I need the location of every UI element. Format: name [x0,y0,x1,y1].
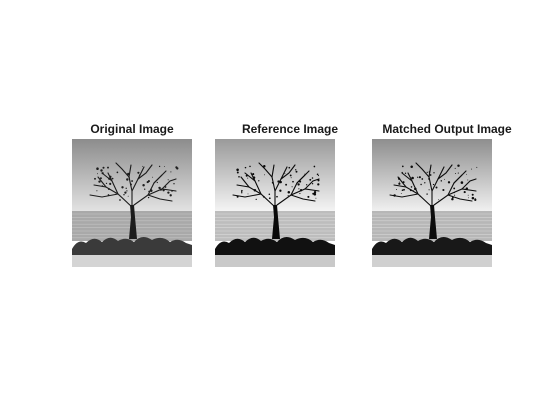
reference-image [215,139,335,267]
tree-trunk [272,205,280,239]
tree-trunk [129,205,137,239]
shrubs [215,236,335,255]
original-image-title: Original Image [90,122,174,136]
tree-foliage [94,165,179,201]
shrubs [72,236,192,255]
reference-image-title: Reference Image [241,122,339,136]
tree-foliage [236,164,320,201]
tree-foliage [393,164,478,202]
shrubs [372,236,492,255]
tree-trunk [429,205,437,239]
matched-output-image [372,139,492,267]
matched-output-image-title: Matched Output Image [382,122,512,136]
original-image [72,139,192,267]
tree-branches [389,162,477,208]
